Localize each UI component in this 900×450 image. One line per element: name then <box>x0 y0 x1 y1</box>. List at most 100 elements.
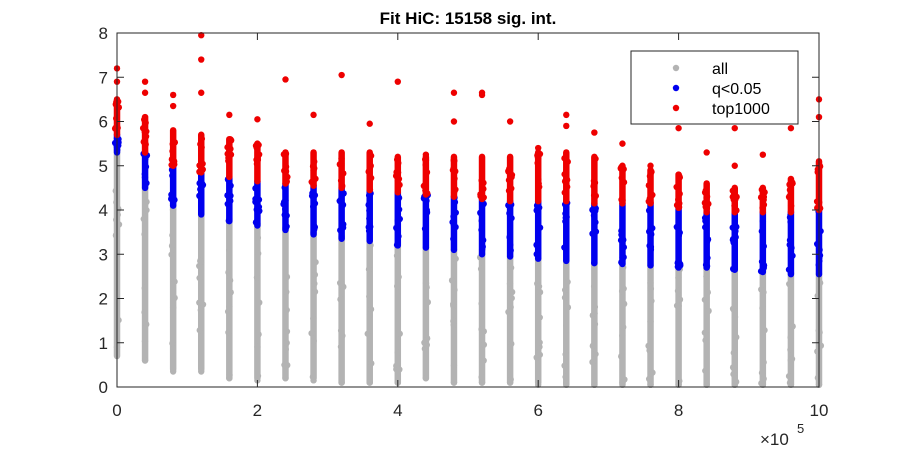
point-top1000 <box>422 156 429 163</box>
point-all <box>337 296 344 303</box>
point-q <box>787 218 794 226</box>
point-all <box>561 286 569 294</box>
point-all <box>563 322 570 329</box>
point-all <box>645 342 652 350</box>
point-q <box>308 192 316 200</box>
point-all <box>140 215 147 223</box>
point-all <box>730 371 737 378</box>
point-top1000 <box>701 189 709 196</box>
point-all <box>562 373 569 381</box>
point-all <box>253 274 261 281</box>
point-q <box>310 203 317 210</box>
point-all <box>311 271 319 278</box>
point-q <box>227 192 234 199</box>
point-q <box>340 221 347 228</box>
point-q <box>394 217 401 224</box>
point-all-low <box>703 381 710 388</box>
point-q <box>506 210 513 217</box>
point-top1000-high <box>394 78 401 85</box>
point-all <box>785 372 793 380</box>
point-all <box>169 340 176 347</box>
point-top1000 <box>505 187 513 194</box>
point-q <box>450 235 457 243</box>
point-top1000-high <box>198 89 205 96</box>
point-all <box>112 187 119 195</box>
point-all-low <box>282 374 289 382</box>
point-q <box>673 223 681 231</box>
point-top1000-high <box>450 89 458 96</box>
point-all <box>561 294 569 301</box>
point-all <box>256 299 263 306</box>
point-top1000 <box>452 186 459 193</box>
point-all <box>115 316 122 324</box>
point-top1000 <box>394 169 402 176</box>
point-top1000 <box>703 194 710 202</box>
point-q <box>280 200 287 208</box>
point-all <box>620 285 627 292</box>
point-q <box>395 233 402 240</box>
point-all-low <box>141 357 149 364</box>
point-all <box>452 255 459 262</box>
point-top1000 <box>199 160 206 167</box>
point-q <box>366 207 373 214</box>
point-all <box>396 366 403 373</box>
point-all <box>281 361 288 369</box>
point-q <box>477 209 484 217</box>
point-top1000 <box>505 167 512 175</box>
point-top1000 <box>367 174 375 182</box>
point-q <box>563 213 570 221</box>
point-q <box>729 224 736 231</box>
point-top1000 <box>310 176 318 183</box>
point-top1000 <box>564 158 571 165</box>
y-tick-label: 0 <box>99 378 108 397</box>
point-q <box>649 224 656 232</box>
point-all <box>480 357 487 364</box>
point-all <box>226 246 233 254</box>
point-q <box>311 226 318 233</box>
point-q <box>592 219 599 226</box>
x-exponent-base: ×10 <box>760 430 789 449</box>
point-all-low <box>619 379 626 386</box>
point-top1000 <box>535 155 542 162</box>
point-top1000 <box>253 160 261 168</box>
point-all <box>141 284 148 292</box>
point-all <box>733 333 740 341</box>
point-q <box>618 259 625 266</box>
point-q <box>676 229 683 236</box>
point-q <box>479 235 486 243</box>
point-all <box>196 262 203 270</box>
point-top1000-high <box>141 78 149 85</box>
point-all <box>477 265 485 273</box>
point-all <box>311 288 319 295</box>
point-all <box>112 232 120 239</box>
point-q <box>590 212 598 219</box>
point-top1000 <box>675 203 683 211</box>
point-q <box>533 241 540 249</box>
point-top1000 <box>761 189 768 196</box>
point-all <box>675 302 682 310</box>
point-all <box>141 231 148 238</box>
point-q <box>450 213 457 220</box>
point-all <box>620 300 628 308</box>
point-all <box>508 288 516 296</box>
point-all <box>676 296 684 303</box>
point-all <box>535 283 543 290</box>
point-top1000-high <box>506 118 514 125</box>
point-q <box>758 228 766 235</box>
point-q <box>450 222 458 229</box>
point-all <box>169 232 176 239</box>
point-top1000 <box>649 191 656 199</box>
point-top1000 <box>619 197 626 204</box>
point-q <box>620 236 627 244</box>
point-top1000-high <box>703 149 710 156</box>
point-all-low <box>591 381 598 388</box>
point-q <box>227 182 234 189</box>
x-axis: 0 2 4 6 8 10 <box>112 33 828 420</box>
point-q <box>534 204 541 212</box>
point-top1000 <box>227 137 235 144</box>
point-all <box>816 279 824 287</box>
point-top1000 <box>169 147 176 155</box>
point-top1000 <box>703 204 711 212</box>
point-all <box>758 369 766 377</box>
point-q <box>589 206 596 214</box>
